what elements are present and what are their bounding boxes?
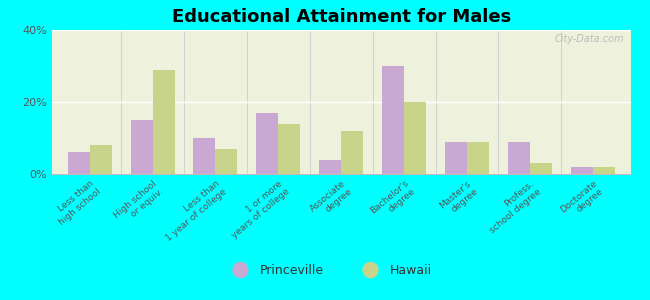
Bar [508, 142, 530, 174]
Bar [194, 138, 216, 174]
Bar [341, 131, 363, 174]
Bar [319, 160, 341, 174]
Bar [278, 124, 300, 174]
Bar [131, 120, 153, 174]
Text: City-Data.com: City-Data.com [555, 34, 625, 44]
Text: Princeville: Princeville [260, 263, 324, 277]
Bar [68, 152, 90, 174]
Bar [382, 66, 404, 174]
Bar [593, 167, 615, 174]
Bar [571, 167, 593, 174]
Bar [90, 145, 112, 174]
Bar [256, 113, 278, 174]
Bar [467, 142, 489, 174]
Bar [530, 163, 552, 174]
Title: Educational Attainment for Males: Educational Attainment for Males [172, 8, 511, 26]
Bar [445, 142, 467, 174]
Bar [153, 70, 175, 174]
Bar [216, 149, 237, 174]
Bar [404, 102, 426, 174]
Text: Hawaii: Hawaii [390, 263, 432, 277]
